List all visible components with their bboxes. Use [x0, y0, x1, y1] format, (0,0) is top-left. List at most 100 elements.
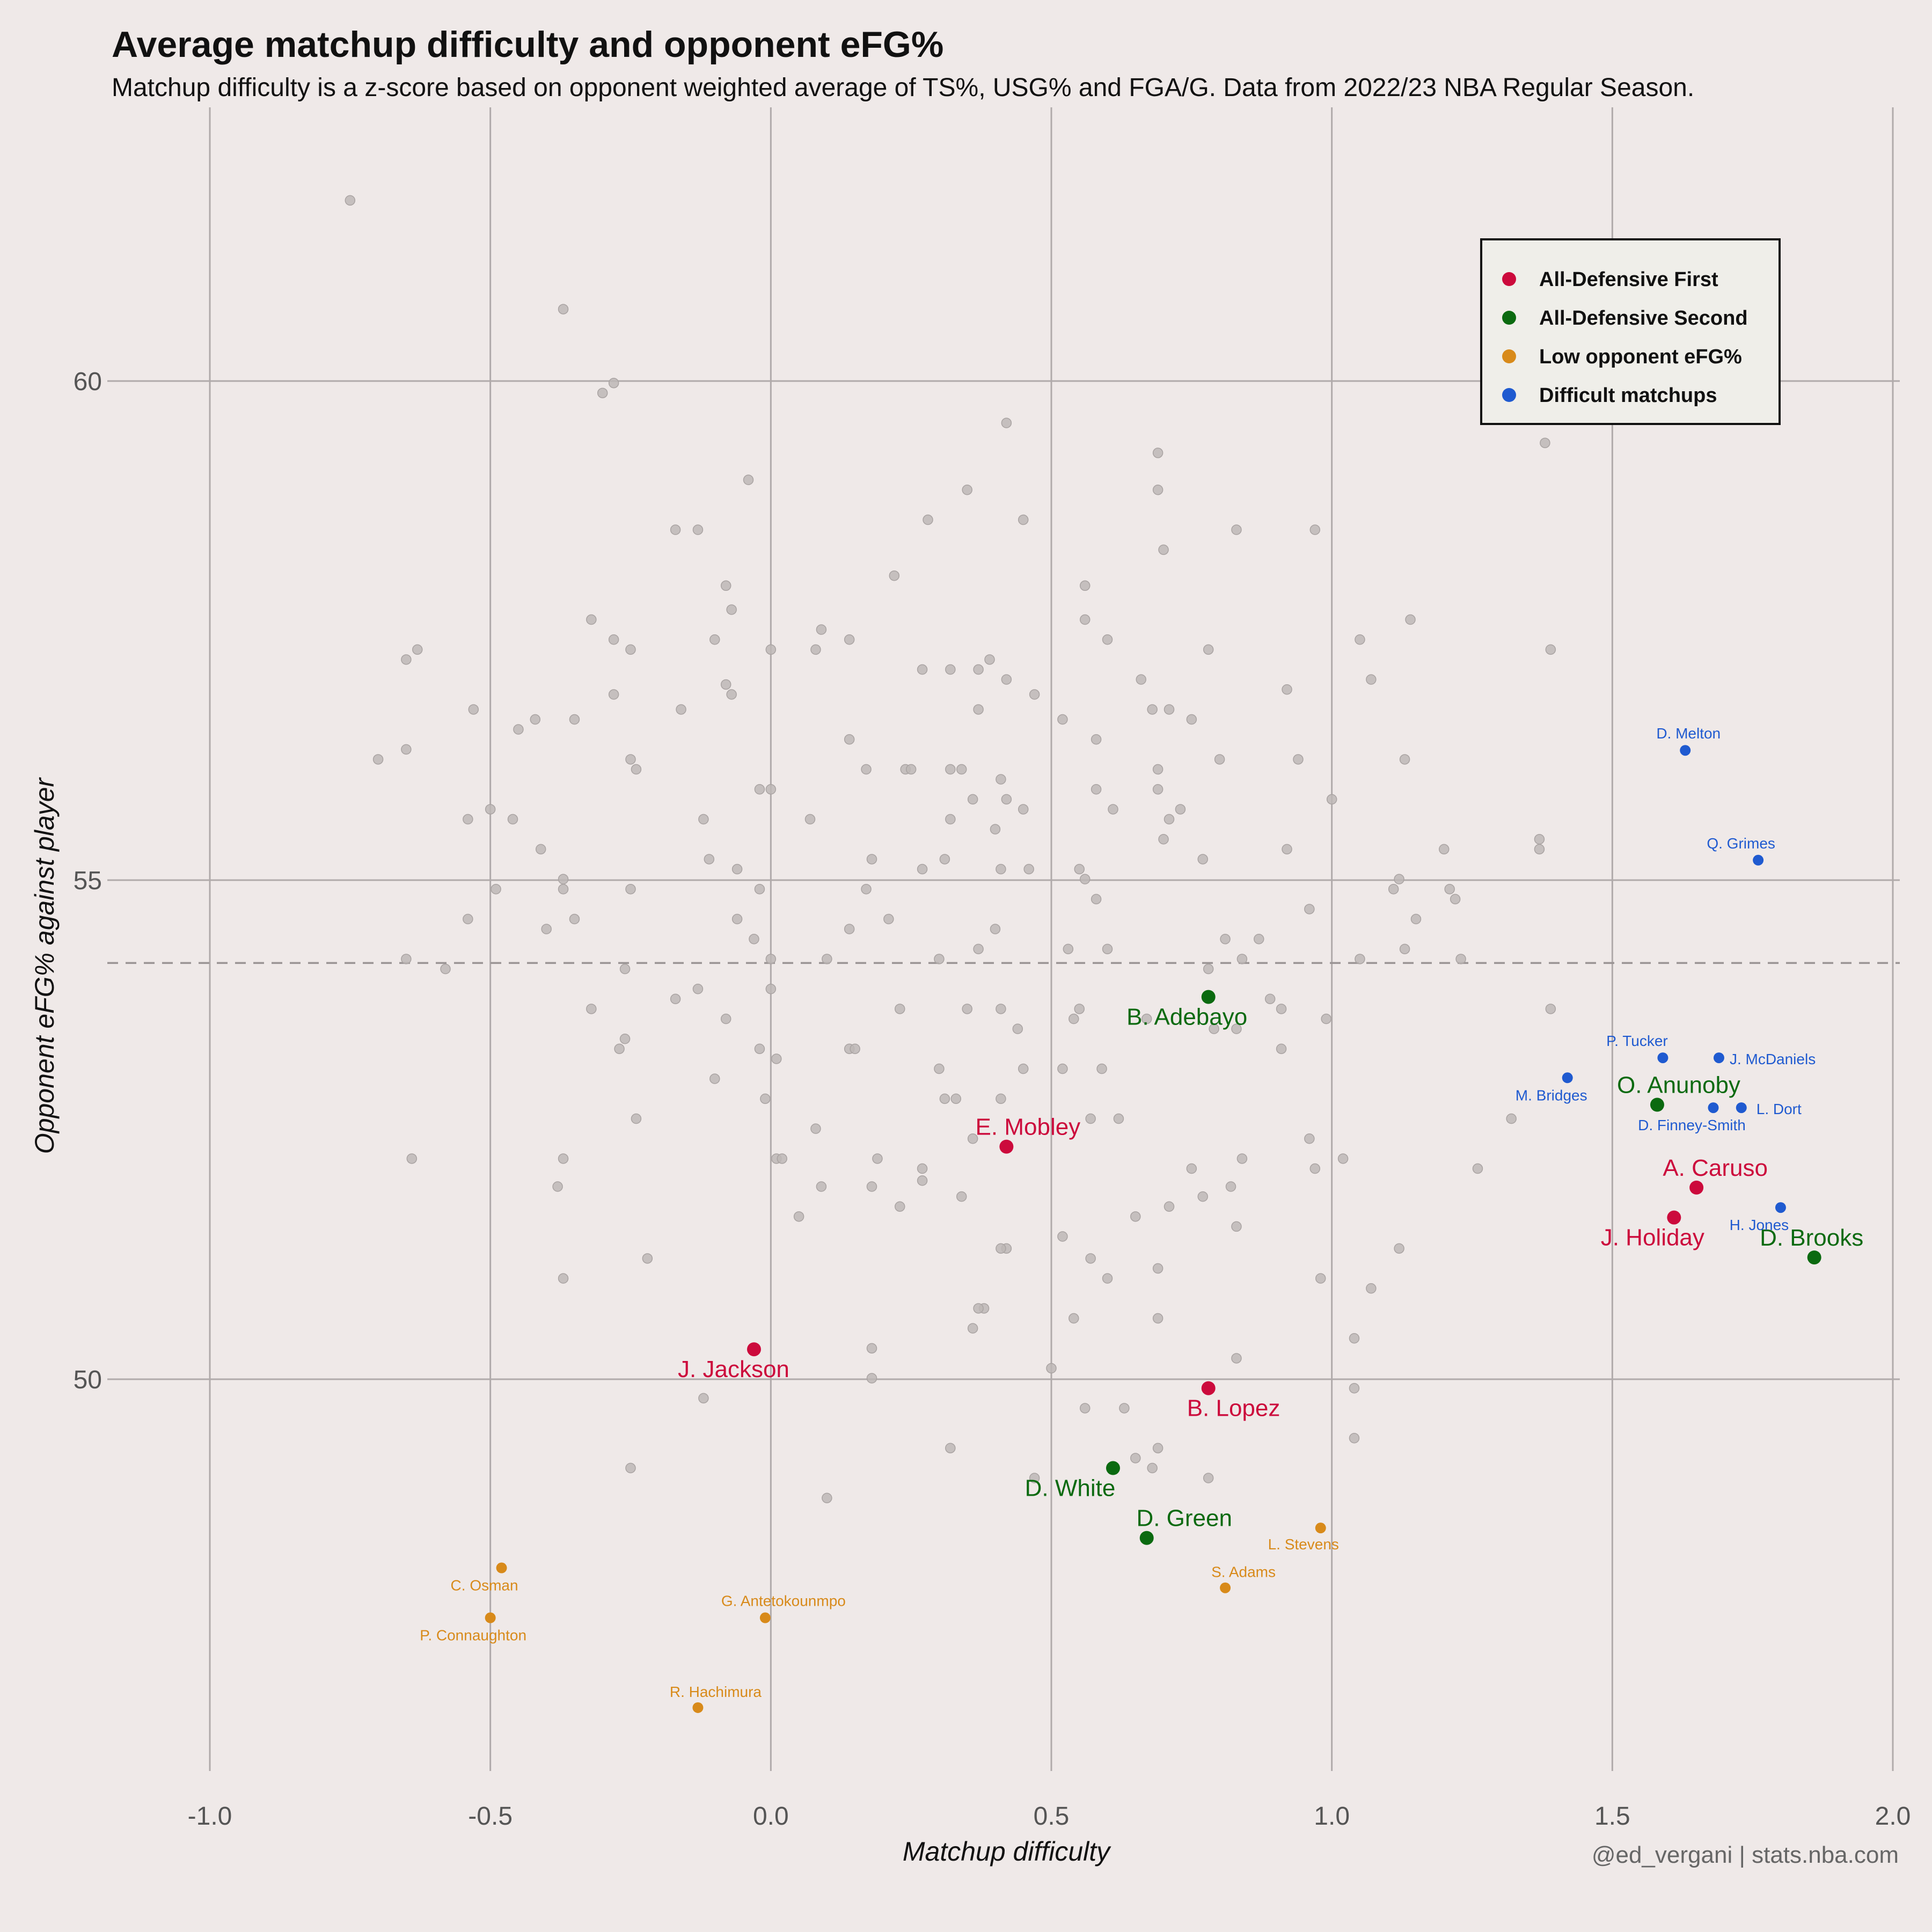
y-tick-label: 55 [74, 867, 102, 895]
background-point [513, 724, 524, 735]
background-point [1001, 674, 1012, 685]
x-axis-label: Matchup difficulty [903, 1836, 1111, 1867]
background-point [608, 689, 619, 700]
label-l-stevens: L. Stevens [1268, 1536, 1339, 1553]
point-o-anunoby [1650, 1097, 1664, 1112]
background-point [440, 963, 451, 975]
background-point [1304, 904, 1315, 914]
background-point [844, 924, 855, 934]
background-point [996, 1093, 1006, 1104]
legend-label-all-defensive-second: All-Defensive Second [1539, 307, 1748, 330]
background-point [463, 913, 473, 925]
background-point [670, 524, 681, 535]
background-point [1074, 1004, 1085, 1014]
background-point [1472, 1163, 1483, 1174]
background-point [1399, 943, 1410, 955]
background-point [1293, 754, 1304, 765]
background-point [1349, 1333, 1360, 1344]
background-point [822, 1492, 832, 1504]
background-point [1102, 634, 1113, 645]
background-point [1337, 1153, 1349, 1164]
label-a-caruso: A. Caruso [1663, 1155, 1768, 1181]
background-point [1394, 1243, 1404, 1254]
y-axis-label: Opponent eFG% against player [30, 777, 60, 1154]
background-point [923, 514, 933, 525]
background-point [1264, 993, 1276, 1005]
background-point [642, 1253, 653, 1264]
background-point [491, 883, 501, 895]
background-point [1001, 794, 1012, 805]
background-point [1276, 1043, 1287, 1055]
background-point [990, 824, 1001, 835]
background-point [597, 387, 608, 399]
background-point [1069, 1013, 1079, 1024]
background-point [608, 634, 619, 645]
background-point [463, 814, 473, 825]
background-point [990, 924, 1001, 934]
background-point [950, 1093, 962, 1104]
background-point [1102, 1273, 1113, 1284]
point-b-lopez [1201, 1381, 1216, 1395]
background-point [1355, 954, 1365, 964]
background-point [1186, 714, 1197, 725]
background-point [1534, 844, 1545, 855]
background-point [1079, 580, 1091, 591]
point-l-dort [1736, 1102, 1747, 1114]
background-point [535, 844, 546, 855]
background-point [754, 1043, 765, 1055]
legend-marker-all-defensive-second [1502, 311, 1516, 325]
background-point [1197, 1191, 1208, 1202]
background-point [709, 1073, 720, 1084]
background-point [1046, 1363, 1057, 1374]
background-point [939, 1093, 950, 1104]
x-tick-label: 1.0 [1314, 1802, 1350, 1831]
background-point [1057, 714, 1068, 725]
background-point [1321, 1013, 1331, 1024]
background-point [485, 804, 496, 815]
background-point [692, 983, 704, 994]
background-point [726, 604, 737, 615]
background-point [720, 580, 731, 591]
background-point [861, 883, 872, 895]
background-point [1152, 764, 1163, 775]
background-point [1079, 874, 1091, 884]
background-point [967, 1323, 978, 1334]
background-point [1282, 684, 1292, 695]
background-point [401, 954, 412, 964]
point-d-brooks [1807, 1250, 1821, 1265]
background-point [1540, 437, 1550, 449]
background-point [749, 933, 759, 945]
background-point [1163, 704, 1175, 715]
label-m-bridges: M. Bridges [1516, 1087, 1587, 1103]
background-point [530, 714, 541, 725]
background-point [962, 484, 972, 495]
background-point [939, 854, 950, 865]
point-d-white [1106, 1461, 1120, 1475]
label-h-jones: H. Jones [1730, 1217, 1789, 1233]
background-point [1091, 734, 1102, 745]
background-point [1349, 1382, 1360, 1394]
label-d-melton: D. Melton [1656, 725, 1721, 742]
background-point [1079, 614, 1091, 625]
background-point [895, 1004, 905, 1014]
point-h-jones [1775, 1202, 1786, 1213]
background-point [676, 704, 686, 715]
background-point [541, 924, 552, 934]
background-point [1029, 689, 1040, 700]
background-point [956, 1191, 967, 1202]
background-point [754, 883, 765, 895]
label-p-connaughton: P. Connaughton [420, 1627, 526, 1644]
background-point [1388, 883, 1399, 895]
background-point [1225, 1181, 1236, 1192]
background-point [1304, 1133, 1315, 1144]
background-point [1152, 1263, 1163, 1274]
background-point [1018, 804, 1029, 815]
background-point [720, 1013, 731, 1024]
background-point [1209, 1023, 1219, 1034]
background-point [1108, 804, 1118, 815]
background-point [1147, 704, 1158, 715]
background-point [1069, 1313, 1079, 1324]
background-point [1029, 1473, 1040, 1483]
y-tick-label: 60 [74, 368, 102, 396]
background-point [872, 1153, 883, 1164]
